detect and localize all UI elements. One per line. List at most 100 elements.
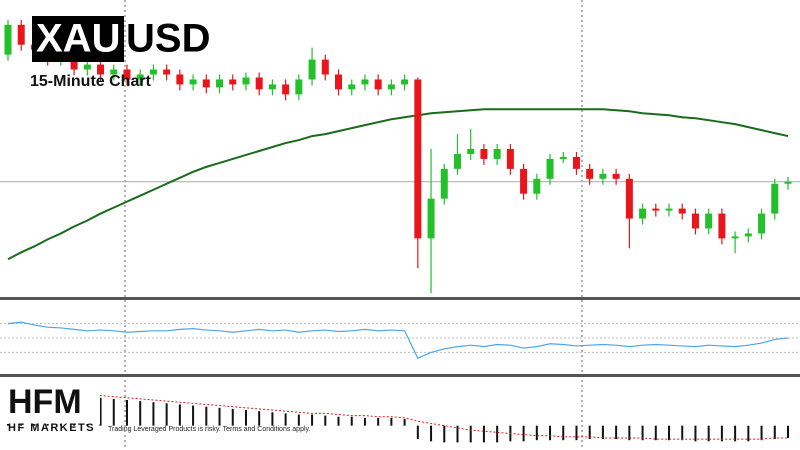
histogram-bar (178, 404, 181, 426)
candle-body (97, 64, 105, 75)
candle-body (678, 208, 686, 214)
candle-body (255, 77, 263, 90)
histogram-bar (337, 416, 340, 426)
candle-body (110, 69, 118, 75)
candle-body (453, 153, 461, 169)
histogram-bar (377, 417, 380, 426)
histogram-bar (284, 413, 287, 426)
histogram-bar (668, 425, 671, 441)
histogram-bar (443, 425, 446, 443)
candle-body (123, 69, 131, 80)
histogram-bar (218, 407, 221, 426)
candle-body (149, 69, 157, 75)
candle-body (639, 208, 647, 219)
histogram-bar (575, 425, 578, 441)
candle-body (202, 79, 210, 88)
histogram-bar (165, 403, 168, 426)
candle-body (652, 208, 660, 211)
histogram-bar (773, 425, 776, 440)
histogram-bar (192, 405, 195, 426)
histogram-bar (99, 397, 102, 426)
histogram-bar (549, 425, 552, 441)
histogram-bar (271, 412, 274, 426)
candle-body (4, 24, 12, 55)
candle-body (401, 79, 409, 85)
candle-body (163, 69, 171, 75)
histogram-bar (734, 425, 737, 442)
candle-body (427, 198, 435, 239)
plot-layer (0, 19, 800, 443)
signal-line (7, 387, 788, 440)
candle-body (229, 79, 237, 85)
candle-body (612, 173, 620, 179)
histogram-bar (535, 425, 538, 441)
histogram-bar (152, 402, 155, 426)
candle-body (559, 156, 567, 159)
disclaimer: Trading Leveraged Products is risky. Ter… (108, 426, 311, 433)
panel-separator (0, 374, 800, 377)
candle-body (308, 59, 316, 80)
histogram-bar (681, 425, 684, 441)
candle-body (784, 181, 792, 184)
histogram-bar (430, 425, 433, 442)
candle-body (705, 213, 713, 229)
histogram-bar (694, 425, 697, 442)
candle-body (691, 213, 699, 229)
moving-average (7, 108, 789, 261)
histogram-bar (641, 425, 644, 441)
candle-body (335, 74, 343, 90)
histogram-bar (390, 417, 393, 426)
candle-body (216, 79, 224, 88)
logo-background (4, 380, 100, 424)
candle-body (467, 149, 475, 154)
histogram-bar (311, 414, 314, 426)
candle-body (480, 149, 488, 159)
histogram-bar (231, 408, 234, 426)
histogram-bar (403, 418, 406, 426)
candle-body (599, 173, 607, 179)
histogram-bar (350, 416, 353, 426)
candle-body (176, 74, 184, 85)
chart-title: USD (126, 17, 210, 61)
brand-name: HF MARKETS (8, 422, 95, 434)
candle-body (625, 178, 633, 219)
histogram-bar (324, 415, 327, 426)
histogram-bar (720, 425, 723, 442)
histogram-bar (588, 425, 591, 440)
candle-body (136, 74, 144, 80)
histogram-bar (601, 425, 604, 440)
histogram-bar (496, 425, 499, 443)
candle-body (493, 149, 501, 159)
histogram-bar (125, 399, 128, 426)
candle-body (665, 208, 673, 211)
candle-body (70, 54, 78, 70)
histogram-bar (244, 410, 247, 426)
candle-body (586, 168, 594, 179)
histogram-bar (654, 425, 657, 441)
histogram-bar (112, 398, 115, 426)
histogram-bar (522, 425, 525, 442)
candle-body (242, 77, 250, 85)
panel-separator (0, 297, 800, 300)
histogram-bar (615, 425, 618, 440)
logo: HFM (8, 383, 82, 421)
candle-body (731, 236, 739, 239)
histogram-bar (456, 425, 459, 443)
candle-body (282, 84, 290, 95)
histogram-bar (482, 425, 485, 443)
candle-body (520, 168, 528, 194)
candle-body (572, 156, 580, 169)
candle-body (348, 84, 356, 90)
histogram-bar (787, 425, 789, 438)
chart-subtitle: 15-Minute Chart (30, 73, 152, 90)
candle-body (387, 84, 395, 90)
title-box (32, 16, 124, 62)
oscillator-line (7, 321, 789, 359)
histogram-bar (258, 411, 261, 426)
candle-body (744, 233, 752, 237)
histogram-bar (628, 425, 631, 441)
histogram-bar (747, 425, 750, 442)
histogram-bar (416, 425, 419, 440)
